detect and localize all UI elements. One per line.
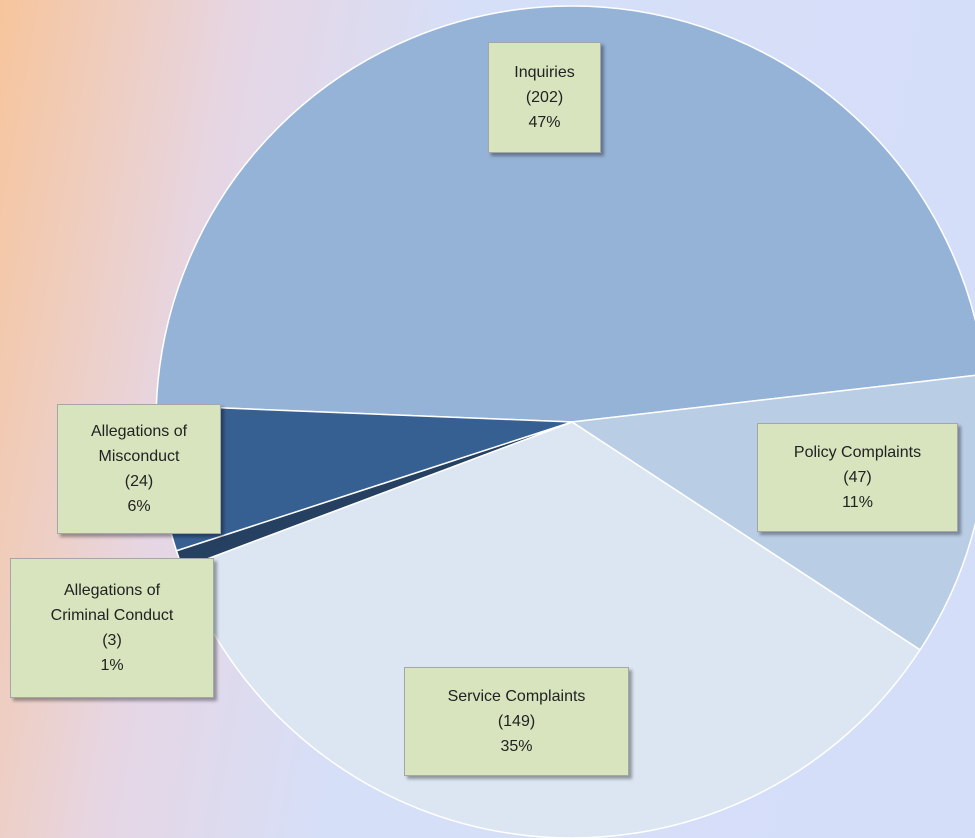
label-text: Service Complaints: [447, 688, 586, 705]
data-label: Inquiries (202) 47%: [488, 42, 601, 153]
label-text: 1%: [100, 657, 124, 674]
data-label: Allegations of Misconduct (24) 6%: [57, 404, 221, 534]
pie-slice: [181, 421, 922, 838]
label-text: (47): [843, 469, 872, 486]
label-text: 6%: [127, 498, 151, 515]
label-text: Allegations of Misconduct: [90, 423, 188, 465]
label-text: (149): [497, 713, 536, 730]
pie-slice: [155, 5, 975, 423]
label-text: Allegations of Criminal Conduct: [50, 582, 174, 624]
label-text: (3): [102, 632, 122, 649]
label-text: Inquiries: [514, 64, 575, 81]
data-label: Service Complaints (149) 35%: [404, 667, 629, 776]
label-text: (24): [124, 473, 154, 490]
label-text: 11%: [842, 494, 873, 511]
data-label: Allegations of Criminal Conduct (3) 1%: [10, 558, 214, 698]
label-text: 47%: [528, 114, 561, 131]
data-label: Policy Complaints (47) 11%: [757, 423, 958, 532]
label-text: Policy Complaints: [793, 444, 922, 461]
label-text: 35%: [500, 738, 533, 755]
label-text: (202): [525, 89, 564, 106]
